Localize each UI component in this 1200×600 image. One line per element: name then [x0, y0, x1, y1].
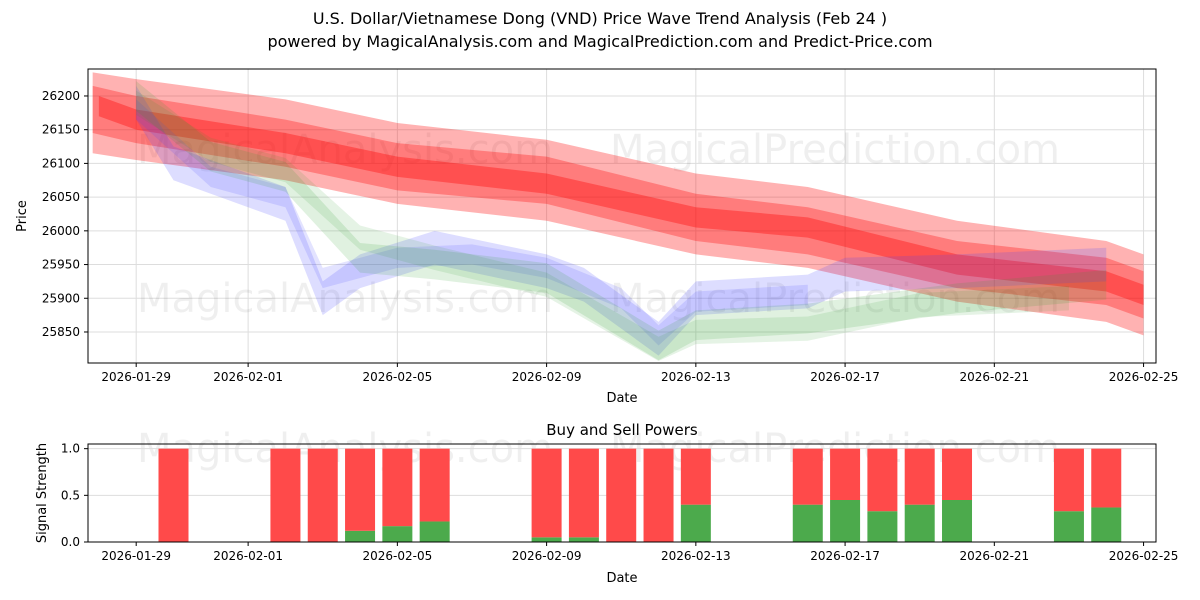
subplot-frame [87, 443, 1157, 543]
y-tick-label: 26100 [42, 156, 80, 170]
x-tick-label: 2026-02-01 [213, 370, 283, 384]
sell-bar [606, 448, 637, 542]
band-red-core [98, 95, 1144, 306]
x-tick-label: 2026-01-29 [101, 370, 171, 384]
buy-bar [830, 500, 861, 542]
y-tick-label: 26050 [42, 190, 80, 204]
x-axis-label: Date [606, 391, 637, 406]
sell-bar [531, 448, 562, 538]
buy-bar [792, 504, 823, 542]
sell-bar [942, 448, 973, 500]
buy-bar [568, 537, 599, 542]
sell-bar [867, 448, 898, 512]
band-blue [136, 85, 1107, 356]
buy-bar [531, 537, 562, 542]
band-red-wide [92, 72, 1144, 336]
y-tick-label: 0.0 [61, 535, 80, 549]
y-tick-label: 1.0 [61, 442, 80, 456]
watermark: MagicalAnalysis.com [137, 127, 553, 173]
buy-bar [345, 530, 376, 542]
x-axis-label: Date [606, 571, 637, 586]
band-green [136, 81, 1107, 361]
sell-bar [568, 448, 599, 538]
sell-bar [382, 448, 413, 527]
x-tick-label: 2026-02-13 [661, 549, 731, 563]
sell-bar [792, 448, 823, 505]
y-tick-label: 25950 [42, 258, 80, 272]
subplot-title: Buy and Sell Powers [546, 421, 698, 439]
watermark: MagicalPrediction.com [610, 127, 1060, 173]
buy-bar [867, 511, 898, 542]
x-tick-label: 2026-02-17 [810, 370, 880, 384]
x-tick-label: 2026-02-25 [1109, 370, 1179, 384]
band-red-mid [92, 85, 1144, 319]
sell-bar [307, 448, 338, 542]
x-tick-label: 2026-02-05 [362, 370, 432, 384]
sell-bar [680, 448, 711, 505]
chart-title: U.S. Dollar/Vietnamese Dong (VND) Price … [312, 9, 888, 28]
y-tick-label: 26200 [42, 89, 80, 103]
buy-bar [904, 504, 935, 542]
y-tick-label: 25850 [42, 325, 80, 339]
watermark: MagicalPrediction.com [610, 276, 1060, 322]
watermark: MagicalAnalysis.com [137, 276, 553, 322]
buy-bar [382, 526, 413, 542]
sell-bar [830, 448, 861, 500]
x-tick-label: 2026-02-21 [959, 370, 1029, 384]
buy-bar [680, 504, 711, 542]
x-tick-label: 2026-01-29 [101, 549, 171, 563]
bands [92, 72, 1144, 361]
buy-bar [942, 500, 973, 542]
sell-bar [158, 448, 189, 542]
y-axis-label: Signal Strength [35, 443, 50, 543]
sell-bar [270, 448, 301, 542]
plot-frame [87, 68, 1157, 364]
y-tick-label: 26000 [42, 224, 80, 238]
y-tick-label: 0.5 [61, 488, 80, 502]
x-tick-label: 2026-02-01 [213, 549, 283, 563]
sell-bar [345, 448, 376, 531]
buy-bar [1053, 511, 1084, 542]
x-tick-label: 2026-02-25 [1109, 549, 1179, 563]
sell-bar [1053, 448, 1084, 512]
buy-bar [419, 521, 450, 542]
band-green-2 [136, 90, 1069, 361]
sell-bar [419, 448, 450, 522]
x-tick-label: 2026-02-21 [959, 549, 1029, 563]
y-tick-label: 25900 [42, 291, 80, 305]
x-tick-label: 2026-02-09 [512, 370, 582, 384]
x-tick-label: 2026-02-09 [512, 549, 582, 563]
x-tick-label: 2026-02-17 [810, 549, 880, 563]
sell-bar [1091, 448, 1122, 508]
x-tick-label: 2026-02-05 [362, 549, 432, 563]
y-tick-label: 26150 [42, 123, 80, 137]
buy-bar [1091, 507, 1122, 542]
y-axis-label: Price [15, 200, 30, 232]
sell-bar [643, 448, 674, 542]
chart-subtitle: powered by MagicalAnalysis.com and Magic… [267, 32, 933, 51]
sell-bar [904, 448, 935, 505]
x-tick-label: 2026-02-13 [661, 370, 731, 384]
